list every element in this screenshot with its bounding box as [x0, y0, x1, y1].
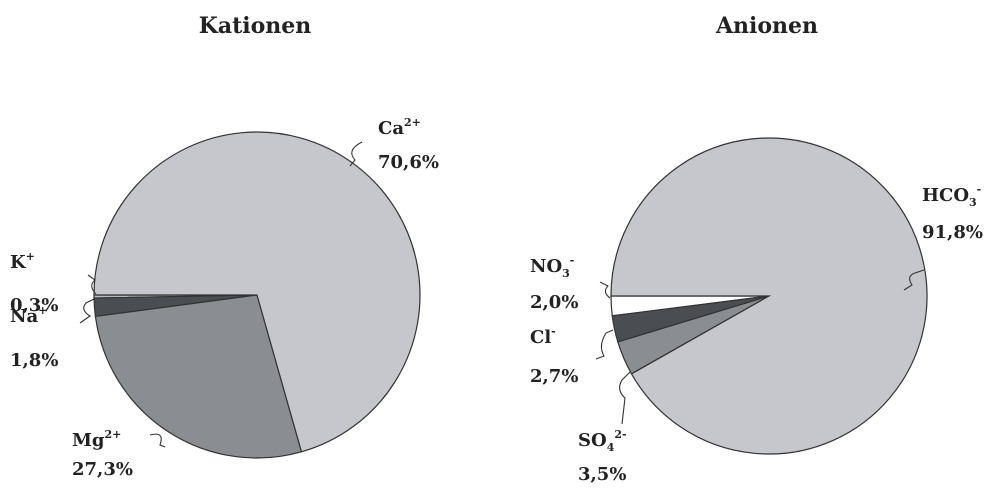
ion-subscript: 3 — [969, 196, 977, 209]
slice-value-so: 3,5% — [578, 464, 626, 485]
leader-line-hco — [903, 269, 925, 291]
leader-line-so — [619, 371, 631, 425]
ion-symbol: K — [10, 252, 27, 273]
ion-charge: - — [551, 325, 556, 338]
leader-line-na — [79, 297, 97, 324]
ion-symbol: NO — [530, 256, 562, 277]
slice-label-hco: HCO3- — [922, 183, 981, 209]
slice-value-mg: 27,3% — [72, 459, 133, 480]
leader-line-ca — [349, 141, 363, 167]
slice-label-cl: Cl- — [530, 325, 556, 348]
ion-charge: + — [38, 304, 47, 317]
pie-slice-mg — [94, 294, 303, 459]
slice-label-so: SO42- — [578, 428, 627, 454]
pie-slice-hco — [610, 137, 928, 455]
slice-label-mg: Mg2+ — [72, 428, 121, 451]
pie-slice-ca — [93, 131, 421, 453]
slice-label-no: NO3- — [530, 254, 574, 280]
slice-label-k: K+ — [10, 250, 35, 273]
ion-symbol: Cl — [530, 327, 551, 348]
ion-symbol: HCO — [922, 185, 969, 206]
leader-line-no — [599, 281, 611, 299]
ion-charge: 2+ — [105, 428, 122, 441]
slice-value-na: 1,8% — [10, 350, 58, 371]
ion-subscript: 3 — [562, 267, 570, 280]
chart-title: Anionen — [715, 13, 818, 39]
ion-symbol: SO — [578, 430, 607, 451]
ion-subscript: 4 — [607, 441, 615, 454]
slice-label-ca: Ca2+ — [378, 116, 421, 139]
chart-title: Kationen — [199, 13, 312, 39]
leader-line-k — [87, 274, 97, 295]
ion-charge: - — [977, 183, 982, 196]
slice-value-no: 2,0% — [530, 292, 578, 313]
ion-symbol: Mg — [72, 430, 105, 451]
ion-charge: - — [570, 254, 575, 267]
slice-label-na: Na+ — [10, 304, 47, 327]
leader-line-mg — [149, 433, 166, 448]
slice-value-k: 0,3% — [10, 295, 58, 316]
leader-line-cl — [595, 329, 614, 360]
slice-value-cl: 2,7% — [530, 366, 578, 387]
ion-charge: 2+ — [404, 116, 421, 129]
ion-symbol: Na — [10, 306, 38, 327]
ion-symbol: Ca — [378, 118, 404, 139]
ion-charge: + — [26, 250, 35, 263]
slice-value-hco: 91,8% — [922, 222, 983, 243]
ion-charge: 2- — [614, 428, 626, 441]
pie-chart-anionen: AnionenHCO3-91,8%SO42-3,5%Cl-2,7%NO3-2,0… — [530, 13, 983, 485]
slice-value-ca: 70,6% — [378, 152, 439, 173]
